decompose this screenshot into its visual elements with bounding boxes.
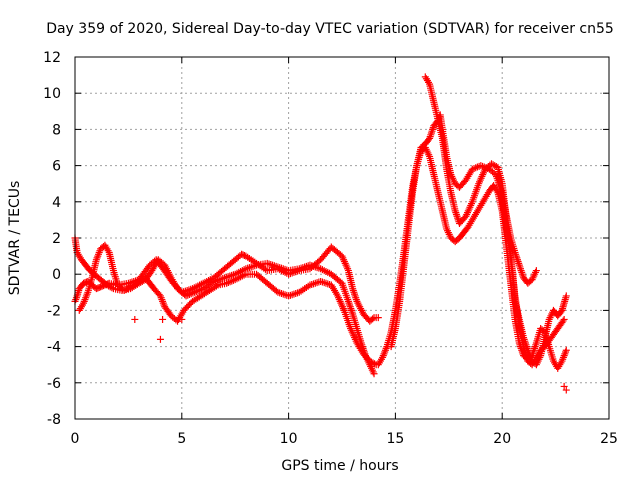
data-point xyxy=(223,279,231,287)
data-point xyxy=(229,276,237,284)
data-point xyxy=(480,163,488,171)
data-point xyxy=(425,136,433,144)
data-point xyxy=(189,289,197,297)
plot-frame xyxy=(74,56,610,420)
data-point xyxy=(468,165,476,173)
y-axis-label: SDTVAR / TECUs xyxy=(7,181,23,296)
series-track-3 xyxy=(75,241,380,369)
data-point xyxy=(473,163,481,171)
y-tick-label: 0 xyxy=(52,267,61,283)
data-point xyxy=(196,286,204,294)
series-isolated-points xyxy=(131,315,570,394)
data-point xyxy=(557,308,565,316)
x-tick-label: 20 xyxy=(493,431,511,447)
x-tick-label: 0 xyxy=(71,431,80,447)
data-point xyxy=(562,292,570,300)
data-point xyxy=(182,292,190,300)
data-point xyxy=(212,282,220,290)
data-point xyxy=(369,315,377,323)
data-point xyxy=(559,317,567,325)
data-point xyxy=(185,290,193,298)
x-tick-label: 25 xyxy=(600,431,618,447)
data-point xyxy=(560,315,568,323)
data-point xyxy=(187,290,195,298)
data-point xyxy=(479,162,487,170)
data-point xyxy=(532,267,540,275)
data-point xyxy=(371,360,379,368)
x-tick-label: 10 xyxy=(280,431,298,447)
data-point xyxy=(470,164,478,172)
y-tick-label: -6 xyxy=(47,376,61,392)
chart-title: Day 359 of 2020, Sidereal Day-to-day VTE… xyxy=(46,21,614,37)
data-point xyxy=(226,278,234,286)
y-tick-label: -2 xyxy=(47,303,61,319)
y-tick-label: 2 xyxy=(52,231,61,247)
data-point xyxy=(159,315,167,323)
tick-labels: 0 5 10 15 20 25 -8 -6 -4 -2 0 2 4 6 8 10 12 xyxy=(43,50,618,447)
data-point xyxy=(472,164,480,172)
data-point xyxy=(192,288,200,296)
data-point xyxy=(224,279,232,287)
data-point xyxy=(228,277,236,285)
y-tick-label: 6 xyxy=(52,159,61,175)
series-track-7 xyxy=(494,171,570,369)
data-point xyxy=(156,335,164,343)
y-tick-label: -8 xyxy=(47,412,61,428)
data-points xyxy=(71,73,570,394)
data-point xyxy=(194,287,202,295)
x-tick-label: 15 xyxy=(386,431,404,447)
data-point xyxy=(108,284,116,292)
y-tick-label: -4 xyxy=(47,340,61,356)
data-point xyxy=(184,291,192,299)
y-tick-label: 4 xyxy=(52,195,61,211)
data-point xyxy=(477,162,485,170)
data-point xyxy=(191,288,199,296)
data-point xyxy=(131,315,139,323)
x-tick-label: 5 xyxy=(177,431,186,447)
data-point xyxy=(562,346,570,354)
data-point xyxy=(560,382,568,390)
data-point xyxy=(374,314,382,322)
y-tick-label: 10 xyxy=(43,86,61,102)
data-point xyxy=(370,370,378,378)
y-tick-label: 12 xyxy=(43,50,61,66)
data-point xyxy=(178,315,186,323)
x-axis-label: GPS time / hours xyxy=(281,458,398,474)
y-tick-label: 8 xyxy=(52,122,61,138)
data-point xyxy=(482,164,490,172)
data-point xyxy=(562,386,570,394)
